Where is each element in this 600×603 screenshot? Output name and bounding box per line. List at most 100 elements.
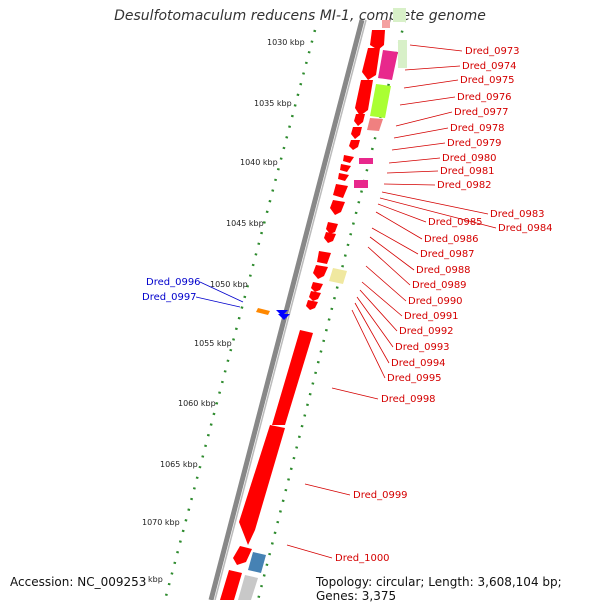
gene-feature [278, 314, 290, 320]
gene-label: Dred_0973 [465, 46, 520, 57]
tick-label: kbp [148, 575, 163, 584]
gene-labels-right: Dred_0973 Dred_0974 Dred_0975 Dred_0976 … [335, 46, 553, 564]
gene-label: Dred_0990 [408, 296, 463, 307]
gene-feature [370, 84, 391, 118]
gene-feature [330, 200, 345, 215]
gene-label: Dred_0975 [460, 75, 515, 86]
gene-feature [324, 232, 336, 243]
gene-label: Dred_0998 [381, 394, 436, 405]
gene-label: Dred_0985 [428, 217, 483, 228]
gene-feature [333, 184, 348, 198]
gene-label: Dred_0989 [412, 280, 467, 291]
gene-feature [354, 114, 365, 126]
accession-text: Accession: NC_009253 [10, 575, 147, 589]
gene-feature [351, 127, 362, 139]
leader-line [365, 265, 407, 302]
gene-feature [338, 173, 349, 181]
gene-label: Dred_0997 [142, 292, 197, 303]
leader-line [404, 65, 461, 71]
gene-feature [272, 330, 313, 425]
gene-feature [340, 164, 351, 172]
outer-tick-track [163, 29, 317, 600]
leader-line [395, 111, 453, 127]
leader-line [304, 483, 351, 496]
tick-label: 1060 kbp [178, 399, 216, 408]
gene-label: Dred_0995 [387, 373, 442, 384]
tick-label: 1035 kbp [254, 99, 292, 108]
leader-line [361, 281, 403, 317]
gene-feature [248, 552, 266, 573]
gene-feature [393, 8, 406, 22]
gene-feature [311, 282, 323, 292]
leader-line [388, 157, 441, 164]
gene-label: Dred_0981 [440, 166, 495, 177]
tick-label: 1050 kbp [210, 280, 248, 289]
gene-label: Dred_0987 [420, 249, 475, 260]
tick-label: 1065 kbp [160, 460, 198, 469]
tick-label: 1030 kbp [267, 38, 305, 47]
leader-line [331, 387, 379, 400]
gene-feature [362, 48, 380, 80]
gene-feature [233, 546, 252, 565]
leader-line [399, 96, 456, 106]
leader-line [409, 44, 463, 52]
gene-label: Dred_0982 [437, 180, 492, 191]
gene-feature [378, 50, 398, 80]
leader-line [375, 211, 423, 240]
leader-line [286, 544, 333, 559]
tick-label: 1045 kbp [226, 219, 264, 228]
left-leader-lines [195, 281, 244, 308]
gene-feature [220, 570, 242, 600]
leader-line [359, 289, 398, 332]
gene-feature [382, 20, 390, 28]
gene-labels-left: Dred_0996 Dred_0997 [142, 277, 201, 303]
gene-feature [317, 251, 331, 264]
gene-label: Dred_0978 [450, 123, 505, 134]
leader-line [403, 79, 459, 89]
gene-label: Dred_0986 [424, 234, 479, 245]
leader-line [356, 296, 394, 348]
leader-line [351, 309, 386, 379]
leader-line [379, 197, 497, 229]
gene-feature [309, 291, 321, 301]
gene-feature [306, 300, 318, 310]
gene-label: Dred_0999 [353, 490, 408, 501]
gene-features [220, 8, 407, 600]
gene-label: Dred_0974 [462, 61, 517, 72]
leader-line [377, 203, 427, 223]
leader-line [391, 142, 446, 151]
gene-feature [398, 40, 407, 68]
gene-feature [256, 308, 270, 315]
gene-label: Dred_0976 [457, 92, 512, 103]
gene-feature [239, 425, 285, 545]
gene-label: Dred_0979 [447, 138, 502, 149]
leader-line [354, 302, 390, 364]
tick-label: 1040 kbp [240, 158, 278, 167]
leader-line [199, 281, 244, 303]
gene-feature [359, 158, 373, 164]
gene-feature [276, 310, 288, 316]
leader-line [367, 246, 411, 286]
gene-label: Dred_0994 [391, 358, 446, 369]
leader-line [381, 191, 489, 215]
leader-line [393, 127, 449, 139]
gene-label: Dred_0984 [498, 223, 553, 234]
leader-line [195, 296, 241, 308]
gene-label: Dred_0993 [395, 342, 450, 353]
leader-lines [286, 44, 497, 559]
leader-line [383, 183, 436, 186]
gene-feature [354, 180, 368, 188]
gene-label: Dred_0980 [442, 153, 497, 164]
gene-label: Dred_0992 [399, 326, 454, 337]
leader-line [371, 227, 419, 255]
leader-line [386, 170, 439, 174]
gene-feature [367, 118, 383, 131]
gene-feature [349, 140, 360, 150]
gene-feature [370, 30, 385, 50]
backbone-highlight [214, 19, 367, 600]
leader-line [369, 236, 415, 271]
gene-label: Dred_0983 [490, 209, 545, 220]
tick-label: 1055 kbp [194, 339, 232, 348]
gene-label: Dred_0977 [454, 107, 509, 118]
